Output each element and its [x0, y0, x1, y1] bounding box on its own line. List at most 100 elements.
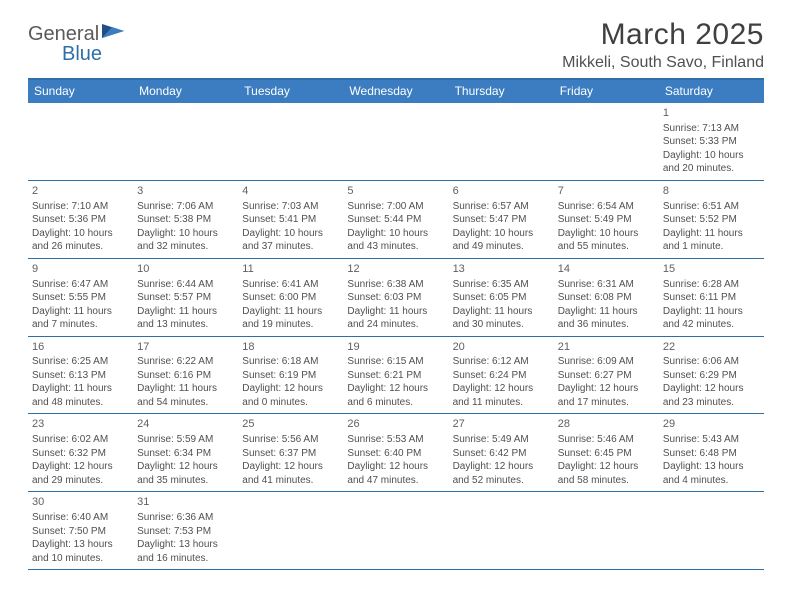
sunset-text: Sunset: 6:27 PM: [558, 369, 655, 383]
week-row: 9Sunrise: 6:47 AMSunset: 5:55 PMDaylight…: [28, 258, 764, 336]
day-cell: 19Sunrise: 6:15 AMSunset: 6:21 PMDayligh…: [343, 336, 448, 414]
title-block: March 2025 Mikkeli, South Savo, Finland: [562, 18, 764, 72]
empty-cell: [343, 103, 448, 180]
daylight-text: Daylight: 11 hours and 48 minutes.: [32, 382, 129, 409]
sunset-text: Sunset: 5:36 PM: [32, 213, 129, 227]
logo-text: General Blue: [28, 24, 102, 64]
daylight-text: Daylight: 12 hours and 23 minutes.: [663, 382, 760, 409]
day-number: 8: [663, 184, 760, 199]
daylight-text: Daylight: 10 hours and 43 minutes.: [347, 227, 444, 254]
day-cell: 30Sunrise: 6:40 AMSunset: 7:50 PMDayligh…: [28, 492, 133, 570]
day-number: 12: [347, 262, 444, 277]
day-cell: 10Sunrise: 6:44 AMSunset: 5:57 PMDayligh…: [133, 258, 238, 336]
day-header: Wednesday: [343, 79, 448, 103]
page-header: General Blue March 2025 Mikkeli, South S…: [28, 18, 764, 72]
daylight-text: Daylight: 10 hours and 49 minutes.: [453, 227, 550, 254]
day-cell: 16Sunrise: 6:25 AMSunset: 6:13 PMDayligh…: [28, 336, 133, 414]
day-number: 3: [137, 184, 234, 199]
day-number: 10: [137, 262, 234, 277]
sunrise-text: Sunrise: 6:02 AM: [32, 433, 129, 447]
day-cell: 1Sunrise: 7:13 AMSunset: 5:33 PMDaylight…: [659, 103, 764, 180]
sunset-text: Sunset: 6:34 PM: [137, 447, 234, 461]
flag-icon: [102, 22, 128, 40]
sunrise-text: Sunrise: 6:44 AM: [137, 278, 234, 292]
day-number: 2: [32, 184, 129, 199]
day-cell: 21Sunrise: 6:09 AMSunset: 6:27 PMDayligh…: [554, 336, 659, 414]
day-number: 19: [347, 340, 444, 355]
sunset-text: Sunset: 5:44 PM: [347, 213, 444, 227]
empty-cell: [554, 492, 659, 570]
sunrise-text: Sunrise: 5:56 AM: [242, 433, 339, 447]
sunset-text: Sunset: 6:42 PM: [453, 447, 550, 461]
empty-cell: [238, 492, 343, 570]
day-number: 15: [663, 262, 760, 277]
sunset-text: Sunset: 6:48 PM: [663, 447, 760, 461]
sunrise-text: Sunrise: 6:12 AM: [453, 355, 550, 369]
day-cell: 31Sunrise: 6:36 AMSunset: 7:53 PMDayligh…: [133, 492, 238, 570]
day-cell: 26Sunrise: 5:53 AMSunset: 6:40 PMDayligh…: [343, 414, 448, 492]
sunset-text: Sunset: 6:00 PM: [242, 291, 339, 305]
daylight-text: Daylight: 13 hours and 16 minutes.: [137, 538, 234, 565]
day-cell: 2Sunrise: 7:10 AMSunset: 5:36 PMDaylight…: [28, 180, 133, 258]
day-number: 24: [137, 417, 234, 432]
day-cell: 9Sunrise: 6:47 AMSunset: 5:55 PMDaylight…: [28, 258, 133, 336]
daylight-text: Daylight: 11 hours and 24 minutes.: [347, 305, 444, 332]
day-number: 4: [242, 184, 339, 199]
location: Mikkeli, South Savo, Finland: [562, 54, 764, 72]
day-number: 31: [137, 495, 234, 510]
daylight-text: Daylight: 12 hours and 41 minutes.: [242, 460, 339, 487]
sunrise-text: Sunrise: 7:03 AM: [242, 200, 339, 214]
sunrise-text: Sunrise: 6:06 AM: [663, 355, 760, 369]
sunset-text: Sunset: 6:29 PM: [663, 369, 760, 383]
day-number: 7: [558, 184, 655, 199]
day-number: 29: [663, 417, 760, 432]
sunset-text: Sunset: 5:49 PM: [558, 213, 655, 227]
sunrise-text: Sunrise: 6:25 AM: [32, 355, 129, 369]
sunset-text: Sunset: 6:19 PM: [242, 369, 339, 383]
empty-cell: [449, 492, 554, 570]
daylight-text: Daylight: 12 hours and 0 minutes.: [242, 382, 339, 409]
sunset-text: Sunset: 6:11 PM: [663, 291, 760, 305]
sunrise-text: Sunrise: 6:57 AM: [453, 200, 550, 214]
day-cell: 6Sunrise: 6:57 AMSunset: 5:47 PMDaylight…: [449, 180, 554, 258]
day-cell: 23Sunrise: 6:02 AMSunset: 6:32 PMDayligh…: [28, 414, 133, 492]
sunrise-text: Sunrise: 5:59 AM: [137, 433, 234, 447]
daylight-text: Daylight: 10 hours and 26 minutes.: [32, 227, 129, 254]
day-number: 26: [347, 417, 444, 432]
daylight-text: Daylight: 12 hours and 11 minutes.: [453, 382, 550, 409]
sunset-text: Sunset: 5:57 PM: [137, 291, 234, 305]
sunrise-text: Sunrise: 6:28 AM: [663, 278, 760, 292]
daylight-text: Daylight: 10 hours and 32 minutes.: [137, 227, 234, 254]
day-cell: 8Sunrise: 6:51 AMSunset: 5:52 PMDaylight…: [659, 180, 764, 258]
week-row: 1Sunrise: 7:13 AMSunset: 5:33 PMDaylight…: [28, 103, 764, 180]
daylight-text: Daylight: 11 hours and 54 minutes.: [137, 382, 234, 409]
calendar-table: Sunday Monday Tuesday Wednesday Thursday…: [28, 78, 764, 570]
day-cell: 18Sunrise: 6:18 AMSunset: 6:19 PMDayligh…: [238, 336, 343, 414]
sunset-text: Sunset: 6:03 PM: [347, 291, 444, 305]
day-number: 22: [663, 340, 760, 355]
sunrise-text: Sunrise: 7:00 AM: [347, 200, 444, 214]
day-number: 6: [453, 184, 550, 199]
sunset-text: Sunset: 6:32 PM: [32, 447, 129, 461]
sunset-text: Sunset: 6:16 PM: [137, 369, 234, 383]
empty-cell: [554, 103, 659, 180]
day-number: 18: [242, 340, 339, 355]
daylight-text: Daylight: 12 hours and 58 minutes.: [558, 460, 655, 487]
sunrise-text: Sunrise: 5:53 AM: [347, 433, 444, 447]
daylight-text: Daylight: 13 hours and 4 minutes.: [663, 460, 760, 487]
daylight-text: Daylight: 11 hours and 1 minute.: [663, 227, 760, 254]
logo-text-a: General: [28, 23, 99, 45]
day-number: 14: [558, 262, 655, 277]
daylight-text: Daylight: 10 hours and 37 minutes.: [242, 227, 339, 254]
week-row: 23Sunrise: 6:02 AMSunset: 6:32 PMDayligh…: [28, 414, 764, 492]
sunrise-text: Sunrise: 6:38 AM: [347, 278, 444, 292]
day-cell: 27Sunrise: 5:49 AMSunset: 6:42 PMDayligh…: [449, 414, 554, 492]
daylight-text: Daylight: 11 hours and 42 minutes.: [663, 305, 760, 332]
daylight-text: Daylight: 11 hours and 19 minutes.: [242, 305, 339, 332]
sunset-text: Sunset: 5:55 PM: [32, 291, 129, 305]
day-cell: 22Sunrise: 6:06 AMSunset: 6:29 PMDayligh…: [659, 336, 764, 414]
sunrise-text: Sunrise: 6:41 AM: [242, 278, 339, 292]
daylight-text: Daylight: 11 hours and 7 minutes.: [32, 305, 129, 332]
daylight-text: Daylight: 12 hours and 35 minutes.: [137, 460, 234, 487]
empty-cell: [659, 492, 764, 570]
